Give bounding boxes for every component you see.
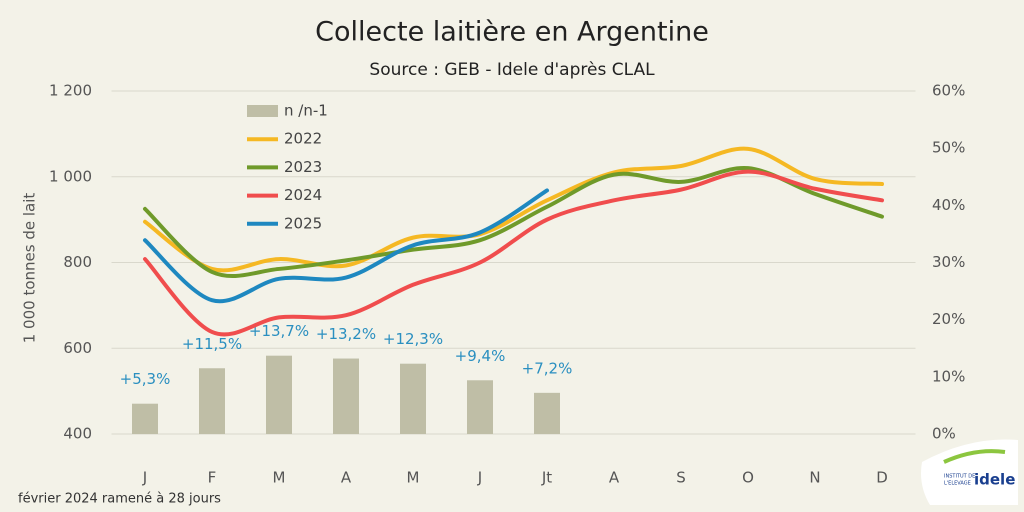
chart-subtitle: Source : GEB - Idele d'après CLAL xyxy=(369,60,655,80)
x-tick-label: M xyxy=(273,469,286,487)
y2-tick-label: 10% xyxy=(932,367,965,385)
logo-bg xyxy=(921,439,1018,505)
bar xyxy=(467,380,493,434)
bar xyxy=(400,363,426,434)
bar xyxy=(266,355,292,434)
x-tick-label: J xyxy=(477,469,482,487)
logo: INSTITUT DE L'ELEVAGE idele xyxy=(921,439,1018,505)
chart-title: Collecte laitière en Argentine xyxy=(315,17,709,48)
legend-label: 2023 xyxy=(284,158,322,176)
line xyxy=(143,166,884,279)
y2-tick-label: 60% xyxy=(932,82,965,100)
logo-brand: idele xyxy=(974,471,1015,489)
y2-tick-label: 40% xyxy=(932,196,965,214)
value-label: +13,2% xyxy=(316,325,376,343)
value-label: +9,4% xyxy=(455,347,506,365)
x-tick-label: Jt xyxy=(541,469,552,487)
line xyxy=(143,169,884,337)
value-label: +5,3% xyxy=(120,370,171,388)
bar xyxy=(333,358,359,434)
legend-label: n /n-1 xyxy=(284,102,328,120)
bar xyxy=(132,403,158,434)
y-tick-label: 800 xyxy=(63,253,92,271)
y-tick-label: 1 200 xyxy=(49,82,92,100)
y-tick-label: 1 000 xyxy=(49,167,92,185)
y-tick-label: 600 xyxy=(63,339,92,357)
bar xyxy=(534,392,560,434)
y2-tick-label: 20% xyxy=(932,310,965,328)
x-tick-label: N xyxy=(809,469,820,487)
x-tick-label: A xyxy=(341,469,352,487)
bar xyxy=(199,368,225,434)
x-tick-label: M xyxy=(407,469,420,487)
y2-tick-label: 30% xyxy=(932,253,965,271)
line xyxy=(143,188,549,304)
value-label: +13,7% xyxy=(249,322,309,340)
value-label: +12,3% xyxy=(383,330,443,348)
logo-swoosh xyxy=(943,449,1006,464)
x-tick-label: O xyxy=(742,469,754,487)
x-tick-label: D xyxy=(876,469,888,487)
legend-label: 2025 xyxy=(284,214,322,232)
logo-text: INSTITUT DE xyxy=(944,474,975,480)
note: février 2024 ramené à 28 jours xyxy=(18,492,221,507)
y2-tick-label: 50% xyxy=(932,139,965,157)
legend-swatch xyxy=(247,105,278,117)
legend-label: 2024 xyxy=(284,186,322,204)
x-tick-label: F xyxy=(208,469,217,487)
y-tick-label: 400 xyxy=(63,425,92,443)
x-tick-label: A xyxy=(609,469,620,487)
y2-tick-label: 0% xyxy=(932,425,956,443)
logo-text: L'ELEVAGE xyxy=(944,481,971,487)
value-label: +7,2% xyxy=(522,359,573,377)
x-tick-label: S xyxy=(676,469,686,487)
x-tick-label: J xyxy=(142,469,147,487)
y-axis-label: 1 000 tonnes de lait xyxy=(21,193,39,344)
legend-label: 2022 xyxy=(284,130,322,148)
value-label: +11,5% xyxy=(182,335,242,353)
line xyxy=(143,146,884,273)
